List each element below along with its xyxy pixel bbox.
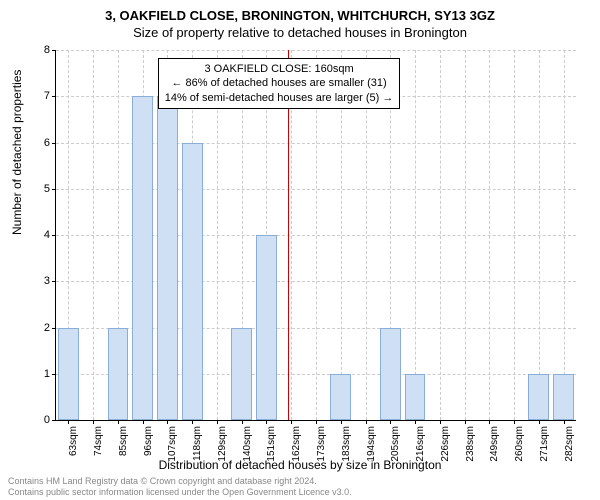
y-axis-label: Number of detached properties <box>10 70 24 235</box>
ytick-label: 7 <box>44 90 50 102</box>
gridline-v <box>93 50 94 420</box>
ytick-label: 1 <box>44 368 50 380</box>
ytick-label: 2 <box>44 322 50 334</box>
xtick-label: 162sqm <box>291 426 302 462</box>
xtick-label: 183sqm <box>341 426 352 462</box>
ytick-label: 0 <box>44 414 50 426</box>
xtick-label: 271sqm <box>539 426 550 462</box>
histogram-bar <box>380 328 401 421</box>
xtick-mark <box>68 420 69 424</box>
xtick-mark <box>415 420 416 424</box>
histogram-bar <box>528 374 549 420</box>
ytick-label: 6 <box>44 137 50 149</box>
footer-line1: Contains HM Land Registry data © Crown c… <box>8 476 352 487</box>
xtick-mark <box>93 420 94 424</box>
xtick-mark <box>167 420 168 424</box>
xtick-mark <box>192 420 193 424</box>
xtick-label: 96sqm <box>143 426 154 456</box>
footer-line2: Contains public sector information licen… <box>8 487 352 498</box>
xtick-label: 238sqm <box>465 426 476 462</box>
xtick-mark <box>564 420 565 424</box>
xtick-mark <box>514 420 515 424</box>
xtick-label: 205sqm <box>390 426 401 462</box>
xtick-mark <box>266 420 267 424</box>
ytick-mark <box>52 328 56 329</box>
histogram-chart: 01234567863sqm74sqm85sqm96sqm107sqm118sq… <box>55 50 575 420</box>
xtick-label: 74sqm <box>93 426 104 456</box>
annotation-line3: 14% of semi-detached houses are larger (… <box>165 91 394 105</box>
histogram-bar <box>553 374 574 420</box>
xtick-label: 129sqm <box>217 426 228 462</box>
annotation-line2: ← 86% of detached houses are smaller (31… <box>165 76 394 90</box>
ytick-mark <box>52 235 56 236</box>
histogram-bar <box>108 328 129 421</box>
xtick-label: 194sqm <box>366 426 377 462</box>
histogram-bar <box>157 96 178 420</box>
histogram-bar <box>231 328 252 421</box>
ytick-mark <box>52 96 56 97</box>
gridline-v <box>440 50 441 420</box>
xtick-mark <box>539 420 540 424</box>
xtick-label: 118sqm <box>192 426 203 461</box>
xtick-label: 85sqm <box>118 426 129 456</box>
gridline-v <box>514 50 515 420</box>
ytick-label: 5 <box>44 183 50 195</box>
xtick-mark <box>465 420 466 424</box>
xtick-mark <box>291 420 292 424</box>
gridline-v <box>415 50 416 420</box>
xtick-mark <box>390 420 391 424</box>
histogram-bar <box>256 235 277 420</box>
ytick-mark <box>52 189 56 190</box>
gridline-v <box>465 50 466 420</box>
annotation-box: 3 OAKFIELD CLOSE: 160sqm← 86% of detache… <box>158 58 401 109</box>
histogram-bar <box>405 374 426 420</box>
footer-attribution: Contains HM Land Registry data © Crown c… <box>8 476 352 498</box>
ytick-mark <box>52 143 56 144</box>
xtick-label: 151sqm <box>266 426 277 462</box>
xtick-label: 216sqm <box>415 426 426 462</box>
xtick-mark <box>217 420 218 424</box>
gridline-v <box>564 50 565 420</box>
page-subtitle: Size of property relative to detached ho… <box>0 23 600 40</box>
xtick-label: 249sqm <box>489 426 500 462</box>
page-title: 3, OAKFIELD CLOSE, BRONINGTON, WHITCHURC… <box>0 0 600 23</box>
xtick-label: 173sqm <box>316 426 327 462</box>
ytick-mark <box>52 420 56 421</box>
ytick-mark <box>52 374 56 375</box>
histogram-bar <box>330 374 351 420</box>
xtick-label: 226sqm <box>440 426 451 462</box>
ytick-mark <box>52 281 56 282</box>
xtick-mark <box>341 420 342 424</box>
xtick-mark <box>118 420 119 424</box>
xtick-label: 63sqm <box>68 426 79 456</box>
ytick-label: 4 <box>44 229 50 241</box>
ytick-label: 3 <box>44 275 50 287</box>
xtick-label: 260sqm <box>514 426 525 462</box>
xtick-label: 107sqm <box>167 426 178 462</box>
xtick-mark <box>143 420 144 424</box>
x-axis-label: Distribution of detached houses by size … <box>0 458 600 472</box>
histogram-bar <box>58 328 79 421</box>
xtick-mark <box>366 420 367 424</box>
xtick-label: 140sqm <box>242 426 253 462</box>
ytick-mark <box>52 50 56 51</box>
xtick-mark <box>316 420 317 424</box>
gridline-v <box>539 50 540 420</box>
annotation-line1: 3 OAKFIELD CLOSE: 160sqm <box>165 62 394 76</box>
ytick-label: 8 <box>44 44 50 56</box>
xtick-mark <box>440 420 441 424</box>
xtick-mark <box>489 420 490 424</box>
xtick-label: 282sqm <box>564 426 575 462</box>
xtick-mark <box>242 420 243 424</box>
gridline-v <box>489 50 490 420</box>
histogram-bar <box>182 143 203 421</box>
histogram-bar <box>132 96 153 420</box>
